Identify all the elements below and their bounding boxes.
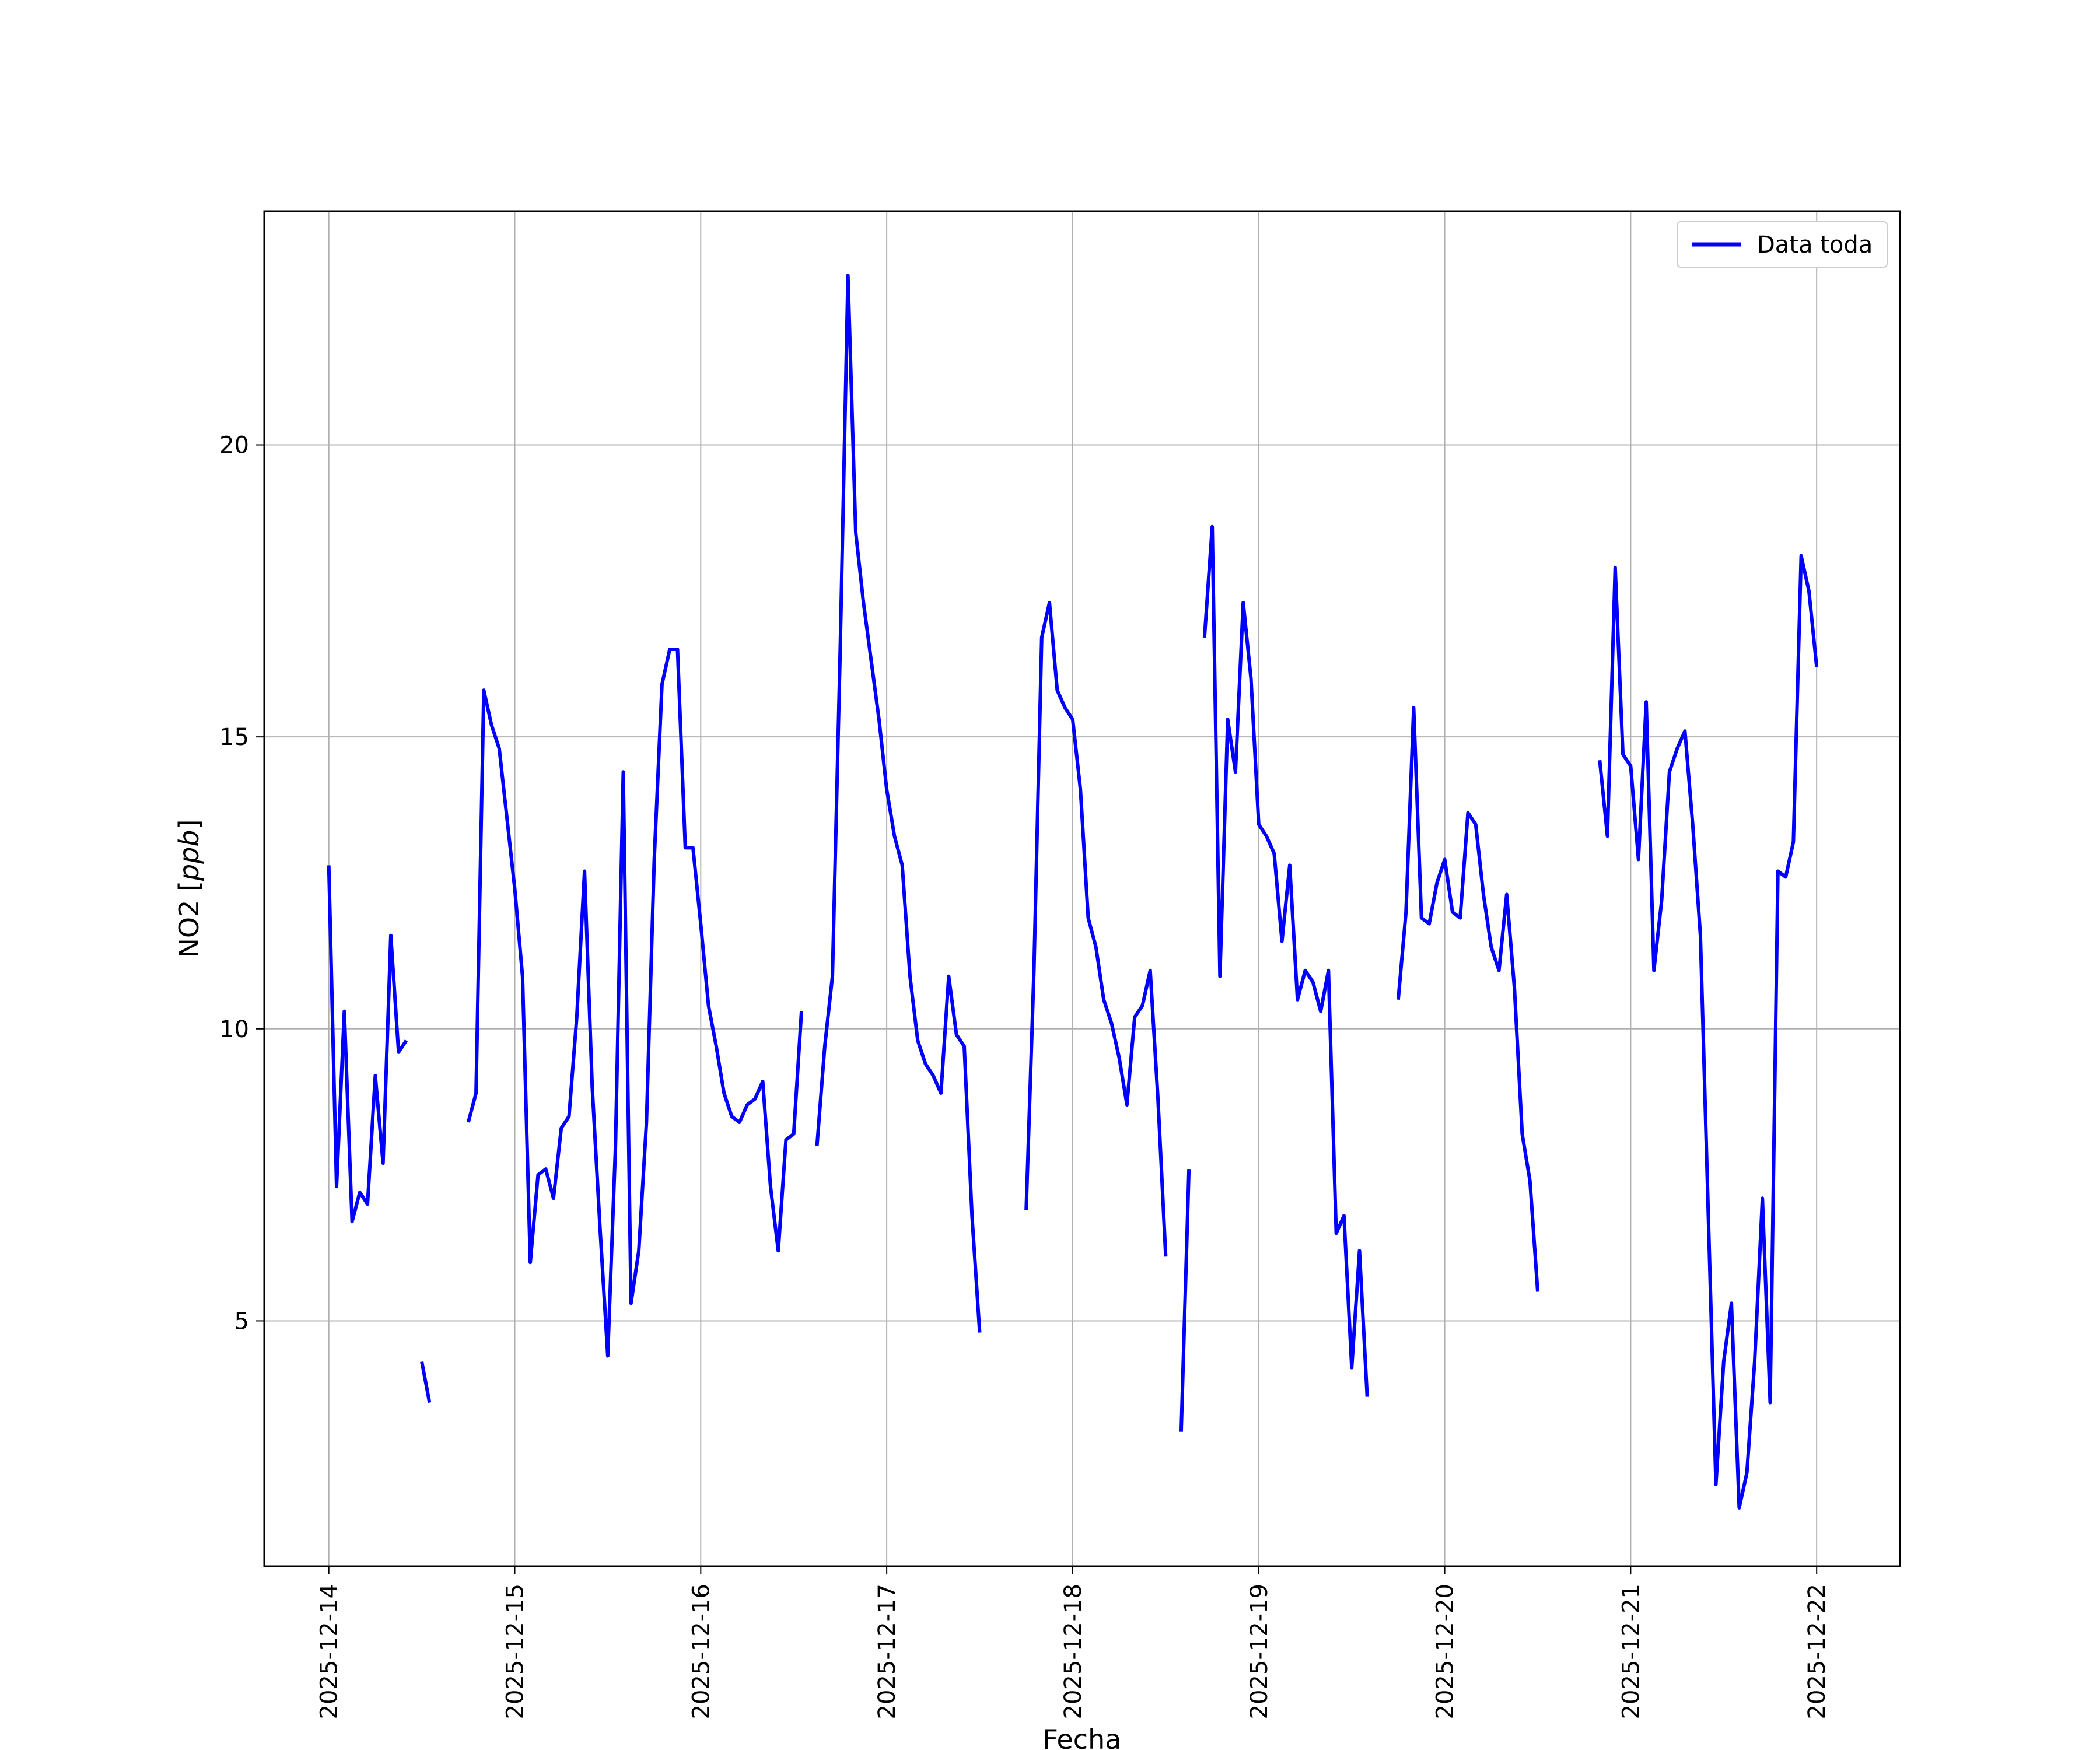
y-tick-label: 10 <box>219 1016 249 1043</box>
series-line-segment <box>1179 1169 1191 1432</box>
y-axis-title-text: NO2 [ <box>173 881 205 958</box>
x-axis-ticks: 2025-12-14 2025-12-15 2025-12-16 2025-12-17… <box>316 1566 1831 1719</box>
x-tick-label: 2025-12-15 <box>502 1584 529 1719</box>
legend-label-data-toda: Data toda <box>1757 232 1873 258</box>
y-axis-title-close: ] <box>173 819 205 830</box>
plot-frame <box>263 210 1901 1567</box>
series-line-segment <box>1396 706 1539 1292</box>
series-line-segment <box>420 1361 432 1404</box>
series-line-segment <box>327 865 408 1224</box>
x-tick-label: 2025-12-19 <box>1246 1584 1273 1719</box>
series-line-segment <box>466 648 803 1358</box>
legend-box <box>1676 221 1888 268</box>
x-tick-label: 2025-12-18 <box>1060 1584 1087 1719</box>
y-tick-label: 5 <box>235 1308 249 1335</box>
x-tick-label: 2025-12-22 <box>1804 1584 1831 1719</box>
x-tick-label: 2025-12-20 <box>1432 1584 1459 1719</box>
series-line-segment <box>815 274 982 1333</box>
y-axis-ticks: 5 10 15 20 <box>219 432 264 1335</box>
legend: Data toda <box>1676 221 1888 268</box>
x-axis-title: Fecha <box>1043 1724 1122 1750</box>
y-tick-label: 15 <box>219 724 249 751</box>
series-line-segment <box>1024 600 1168 1257</box>
series-lines <box>327 274 1819 1510</box>
y-tick-label: 20 <box>219 432 249 459</box>
x-tick-label: 2025-12-16 <box>688 1584 715 1719</box>
series-line-segment <box>1598 554 1819 1510</box>
y-axis-title-unit: ppb <box>173 830 205 881</box>
x-tick-label: 2025-12-17 <box>874 1584 901 1719</box>
x-tick-label: 2025-12-14 <box>316 1584 343 1719</box>
y-axis-title: NO2 [ppb] <box>173 819 205 958</box>
x-tick-label: 2025-12-21 <box>1618 1584 1644 1719</box>
series-line-segment <box>1202 524 1369 1397</box>
